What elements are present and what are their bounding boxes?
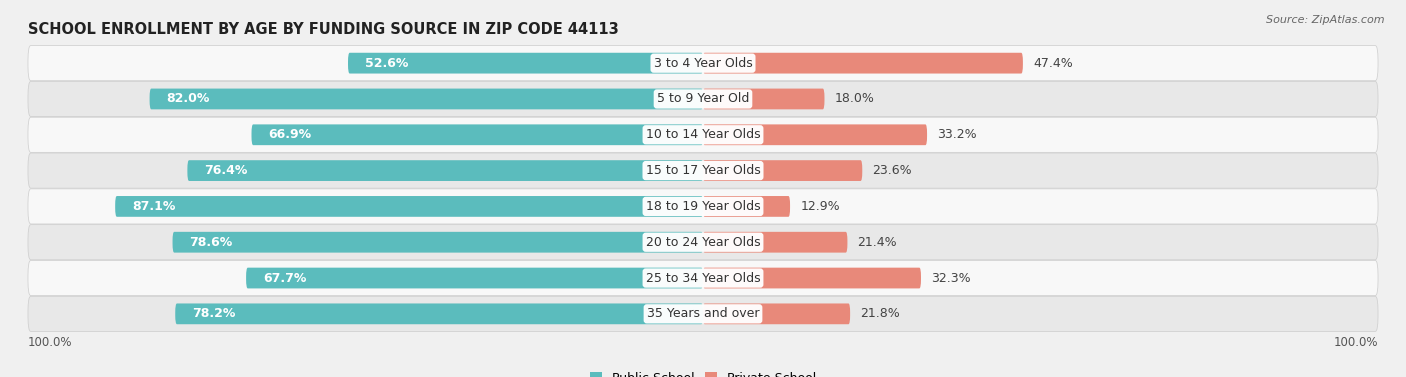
Text: 15 to 17 Year Olds: 15 to 17 Year Olds [645, 164, 761, 177]
Text: 66.9%: 66.9% [269, 128, 312, 141]
FancyBboxPatch shape [703, 53, 1024, 74]
FancyBboxPatch shape [28, 296, 1378, 331]
Text: 35 Years and over: 35 Years and over [647, 307, 759, 320]
Text: 100.0%: 100.0% [1333, 336, 1378, 349]
Text: 67.7%: 67.7% [263, 271, 307, 285]
FancyBboxPatch shape [149, 89, 703, 109]
FancyBboxPatch shape [703, 160, 862, 181]
Text: 87.1%: 87.1% [132, 200, 176, 213]
Text: 47.4%: 47.4% [1033, 57, 1073, 70]
Text: 3 to 4 Year Olds: 3 to 4 Year Olds [654, 57, 752, 70]
FancyBboxPatch shape [173, 232, 703, 253]
Text: 18.0%: 18.0% [835, 92, 875, 106]
Text: 10 to 14 Year Olds: 10 to 14 Year Olds [645, 128, 761, 141]
FancyBboxPatch shape [246, 268, 703, 288]
Text: 78.2%: 78.2% [193, 307, 235, 320]
Text: 20 to 24 Year Olds: 20 to 24 Year Olds [645, 236, 761, 249]
FancyBboxPatch shape [28, 117, 1378, 152]
Text: 12.9%: 12.9% [800, 200, 839, 213]
Text: 23.6%: 23.6% [872, 164, 912, 177]
Text: 21.4%: 21.4% [858, 236, 897, 249]
Text: 100.0%: 100.0% [28, 336, 73, 349]
FancyBboxPatch shape [703, 232, 848, 253]
FancyBboxPatch shape [703, 196, 790, 217]
FancyBboxPatch shape [28, 153, 1378, 188]
Text: 5 to 9 Year Old: 5 to 9 Year Old [657, 92, 749, 106]
Text: SCHOOL ENROLLMENT BY AGE BY FUNDING SOURCE IN ZIP CODE 44113: SCHOOL ENROLLMENT BY AGE BY FUNDING SOUR… [28, 22, 619, 37]
Text: 32.3%: 32.3% [931, 271, 970, 285]
FancyBboxPatch shape [252, 124, 703, 145]
FancyBboxPatch shape [349, 53, 703, 74]
FancyBboxPatch shape [703, 89, 824, 109]
FancyBboxPatch shape [115, 196, 703, 217]
Text: 33.2%: 33.2% [938, 128, 977, 141]
FancyBboxPatch shape [703, 303, 851, 324]
FancyBboxPatch shape [28, 261, 1378, 296]
Text: 21.8%: 21.8% [860, 307, 900, 320]
Legend: Public School, Private School: Public School, Private School [586, 368, 820, 377]
Text: 18 to 19 Year Olds: 18 to 19 Year Olds [645, 200, 761, 213]
FancyBboxPatch shape [28, 189, 1378, 224]
FancyBboxPatch shape [176, 303, 703, 324]
FancyBboxPatch shape [187, 160, 703, 181]
Text: 78.6%: 78.6% [190, 236, 232, 249]
FancyBboxPatch shape [703, 124, 927, 145]
FancyBboxPatch shape [28, 225, 1378, 260]
FancyBboxPatch shape [28, 46, 1378, 81]
Text: 76.4%: 76.4% [204, 164, 247, 177]
FancyBboxPatch shape [28, 81, 1378, 116]
Text: Source: ZipAtlas.com: Source: ZipAtlas.com [1267, 15, 1385, 25]
Text: 52.6%: 52.6% [366, 57, 408, 70]
Text: 82.0%: 82.0% [166, 92, 209, 106]
Text: 25 to 34 Year Olds: 25 to 34 Year Olds [645, 271, 761, 285]
FancyBboxPatch shape [703, 268, 921, 288]
